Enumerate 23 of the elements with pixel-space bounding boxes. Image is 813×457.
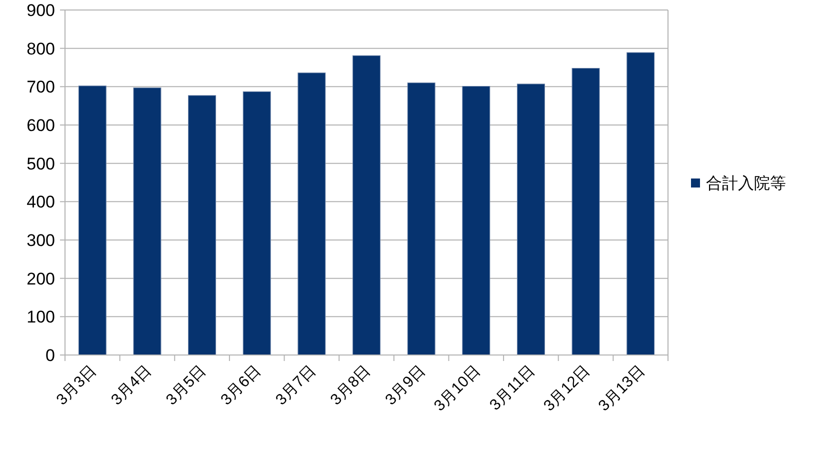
- y-tick-label: 800: [26, 39, 55, 58]
- x-tick-label: 3月5日: [163, 362, 210, 409]
- y-tick-label: 900: [26, 1, 55, 20]
- x-tick-label: 3月8日: [327, 362, 374, 409]
- x-tick-label: 3月13日: [595, 362, 648, 415]
- y-tick-label: 0: [46, 346, 55, 365]
- x-tick-label: 3月10日: [431, 362, 484, 415]
- x-tick-label: 3月11日: [486, 362, 539, 414]
- y-tick-label: 700: [26, 78, 55, 97]
- x-tick-label: 3月12日: [540, 362, 594, 415]
- legend: 合計入院等: [691, 176, 786, 192]
- x-tick-label: 3月3日: [53, 362, 100, 409]
- x-tick-label: 3月7日: [272, 362, 320, 409]
- y-tick-label: 300: [26, 231, 55, 250]
- x-tick-label: 3月4日: [108, 362, 156, 409]
- y-tick-label: 500: [26, 154, 55, 174]
- y-tick-label: 400: [26, 192, 55, 212]
- legend-label: 合計入院等: [706, 174, 786, 192]
- y-tick-label: 200: [26, 269, 55, 288]
- x-tick-label: 3月9日: [382, 362, 430, 409]
- x-tick-label: 3月6日: [218, 362, 265, 409]
- y-tick-label: 600: [26, 116, 55, 135]
- y-tick-label: 100: [26, 308, 55, 327]
